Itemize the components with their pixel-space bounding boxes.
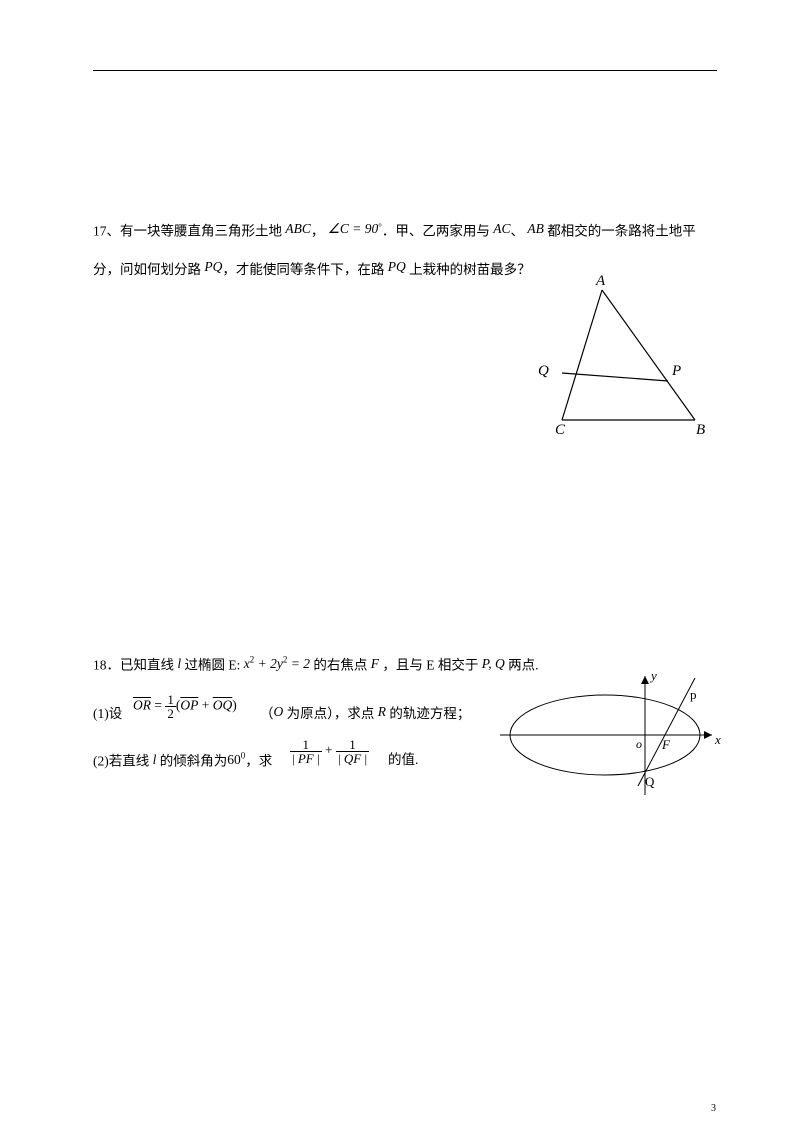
q18-p1-suffix: 的轨迹方程； xyxy=(386,706,470,721)
q18-p1-prefix: (1)设 xyxy=(93,706,122,721)
q17-label-Q: Q xyxy=(538,363,549,380)
q17-label-P: P xyxy=(672,363,681,380)
q17-label-B: B xyxy=(696,422,705,439)
q18-p1-formula: OR = 12(OP + OQ) xyxy=(133,693,237,720)
q18-half: 12 xyxy=(165,693,176,720)
q17-comma1: ， xyxy=(311,224,325,239)
q18-PQ: P, Q xyxy=(478,656,504,671)
q17-line1: 17、有一块等腰直角三角形土地 ABC， ∠C = 90°．甲、乙两家用与 AC… xyxy=(93,222,696,240)
q18-p2-prefix: (2)若直线 xyxy=(93,754,149,769)
q18-label-P: p xyxy=(690,687,697,703)
q17-line1-suffix: 都相交的一条路将土地平 xyxy=(547,224,696,239)
q18-label-y: y xyxy=(651,668,657,684)
q17-line2-mid: ，才能使同等条件下，在路 xyxy=(222,262,384,277)
q17-PQ2: PQ xyxy=(384,259,409,274)
q17-PQ: PQ xyxy=(201,259,222,274)
q18-l3: ，且与 E 相交于 xyxy=(379,658,478,673)
q17-label-C: C xyxy=(555,422,565,439)
q18-OR: OR xyxy=(133,698,151,713)
q18-l2txt: l xyxy=(149,752,156,767)
q18-p1-mid: （ xyxy=(260,706,274,721)
q18-p2-mid1: 的倾斜角为 xyxy=(156,754,227,769)
q18-p2-suffix: 的值. xyxy=(388,752,418,768)
q18-frac1: 1 | PF | xyxy=(290,738,322,765)
q18-figure: y x o F p Q xyxy=(500,670,730,810)
q18-p2-mid2: ，求 xyxy=(245,754,272,769)
q18-line1-prefix: 18．已知直线 xyxy=(93,658,174,673)
q18-p1-mid2: 为原点），求点 xyxy=(283,706,374,721)
q18-rparen: ) xyxy=(232,698,237,713)
q17-line1-prefix: 17、有一块等腰直角三角形土地 xyxy=(93,224,282,239)
q17-period-space: ．甲、乙两家用与 xyxy=(382,224,490,239)
q17-label-A: A xyxy=(596,273,605,290)
q18-R: R xyxy=(374,704,386,719)
q17-AC: AC xyxy=(490,221,511,236)
q17-line2-suffix: 上栽种的树苗最多？ xyxy=(409,262,531,277)
q18-label-x: x xyxy=(715,732,721,748)
q18-l1: 过椭圆 E: xyxy=(181,658,240,673)
q18-l: l xyxy=(174,656,181,671)
q18-plus1: + xyxy=(198,698,212,713)
q18-OQ: OQ xyxy=(213,698,233,713)
q17-dun1: 、 xyxy=(510,224,524,239)
q17-ABC: ABC xyxy=(282,221,311,236)
q17-angleC: ∠C = 90 xyxy=(328,221,378,236)
q18-label-Q: Q xyxy=(645,774,654,790)
q17-svg xyxy=(520,285,720,445)
q18-label-F: F xyxy=(662,737,670,753)
q18-eqsign: = xyxy=(151,698,165,713)
q17-line2-prefix: 分，问如何划分路 xyxy=(93,262,201,277)
q18-plus: + xyxy=(325,743,336,758)
q18-F: F xyxy=(367,656,379,671)
q18-l2: 的右焦点 xyxy=(313,658,367,673)
top-rule xyxy=(93,70,717,71)
q17-AB: AB xyxy=(524,221,547,236)
q18-sixty: 600 xyxy=(227,752,245,767)
q18-p1-tail: （O 为原点），求点 R 的轨迹方程； xyxy=(260,706,470,722)
q18-p2-frac: 1 | PF | + 1 | QF | xyxy=(290,738,369,765)
q18-line1: 18．已知直线 l 过椭圆 E: x2 + 2y2 = 2 的右焦点 F ，且与… xyxy=(93,656,539,674)
q18-eq: x2 + 2y2 = 2 xyxy=(244,656,310,671)
q17-line2: 分，问如何划分路 PQ，才能使同等条件下，在路 PQ 上栽种的树苗最多？ xyxy=(93,262,531,278)
q18-frac2: 1 | QF | xyxy=(336,738,369,765)
q18-O: O xyxy=(274,704,284,719)
q18-OP: OP xyxy=(180,698,198,713)
page: 17、有一块等腰直角三角形土地 ABC， ∠C = 90°．甲、乙两家用与 AC… xyxy=(0,0,800,1132)
page-number: 3 xyxy=(711,1103,716,1114)
q18-label-o: o xyxy=(636,737,642,752)
q18-p1: (1)设 xyxy=(93,706,122,722)
q18-p2: (2)若直线 l 的倾斜角为600，求 xyxy=(93,752,272,770)
q17-figure: A B C Q P xyxy=(520,285,720,445)
